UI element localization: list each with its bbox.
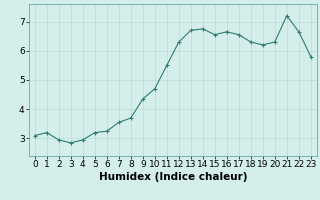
X-axis label: Humidex (Indice chaleur): Humidex (Indice chaleur) — [99, 172, 247, 182]
